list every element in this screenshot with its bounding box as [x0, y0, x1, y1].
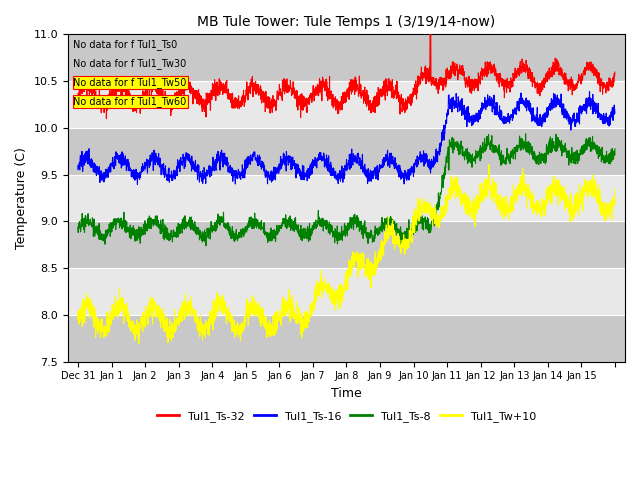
- Text: No data for f Tul1_Tw60: No data for f Tul1_Tw60: [74, 96, 187, 107]
- Y-axis label: Temperature (C): Temperature (C): [15, 147, 28, 249]
- Bar: [68, 268, 625, 315]
- Legend: Tul1_Ts-32, Tul1_Ts-16, Tul1_Ts-8, Tul1_Tw+10: Tul1_Ts-32, Tul1_Ts-16, Tul1_Ts-8, Tul1_…: [152, 407, 540, 426]
- Title: MB Tule Tower: Tule Temps 1 (3/19/14-now): MB Tule Tower: Tule Temps 1 (3/19/14-now…: [197, 15, 495, 29]
- Bar: [68, 35, 625, 81]
- Text: No data for f Tul1_Tw30: No data for f Tul1_Tw30: [74, 58, 187, 69]
- Text: No data for f Tul1_Ts0: No data for f Tul1_Ts0: [74, 39, 178, 50]
- Bar: [68, 81, 625, 128]
- Bar: [68, 128, 625, 175]
- Bar: [68, 175, 625, 221]
- X-axis label: Time: Time: [331, 387, 362, 400]
- Bar: [68, 315, 625, 362]
- Text: No data for f Tul1_Tw50: No data for f Tul1_Tw50: [74, 77, 187, 88]
- Bar: [68, 221, 625, 268]
